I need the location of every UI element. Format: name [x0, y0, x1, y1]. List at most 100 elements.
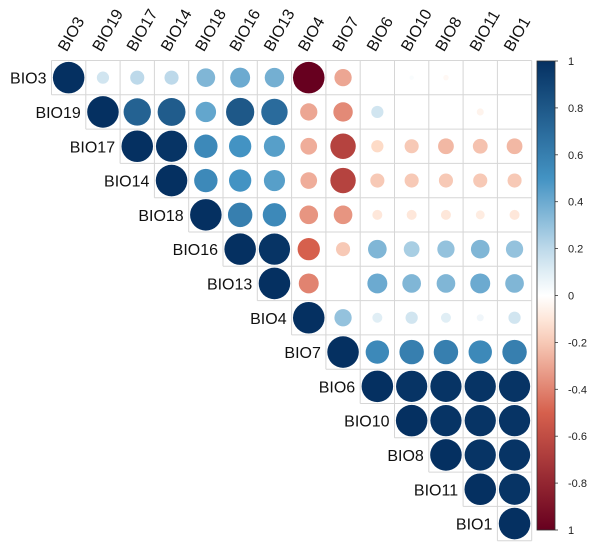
corr-circle-bio3-bio7: [334, 69, 352, 87]
corr-circle-bio16-bio1: [505, 240, 524, 258]
corr-circle-bio4-bio10: [405, 311, 418, 324]
corr-circle-bio3-bio4: [292, 61, 325, 94]
corr-circle-bio8-bio1: [498, 439, 531, 471]
corr-circle-bio13-bio4: [298, 273, 319, 294]
corr-circle-bio19-bio7: [333, 102, 353, 122]
corr-circle-bio17-bio13: [263, 135, 286, 157]
corr-circle-bio19-bio18: [195, 101, 217, 123]
corr-circle-bio16-bio11: [470, 239, 490, 259]
corr-circle-bio6-bio6: [361, 370, 394, 403]
corr-circle-bio7-bio8: [433, 339, 459, 365]
corr-circle-bio4-bio7: [334, 309, 352, 327]
corr-circle-bio14-bio4: [300, 172, 318, 189]
column-label-bio1: BIO1: [501, 14, 534, 54]
corr-circle-bio13-bio11: [470, 273, 491, 294]
corr-circle-bio14-bio18: [194, 168, 218, 193]
corr-circle-bio17-bio17: [121, 130, 154, 163]
corr-circle-bio17-bio6: [371, 140, 384, 153]
corr-circle-bio18-bio18: [190, 199, 222, 231]
column-label-bio18: BIO18: [193, 7, 230, 55]
corr-circle-bio17-bio7: [330, 133, 356, 159]
corr-circle-bio18-bio10: [406, 209, 417, 220]
row-label-bio18: BIO18: [138, 208, 183, 225]
row-label-bio13: BIO13: [207, 276, 252, 293]
row-label-bio19: BIO19: [35, 105, 80, 122]
corr-circle-bio7-bio7: [327, 336, 359, 368]
colorbar-tick-label: 0.6: [568, 150, 583, 162]
column-label-bio17: BIO17: [124, 7, 161, 55]
corr-circle-bio3-bio10: [409, 75, 414, 80]
corr-circle-bio1-bio1: [498, 507, 531, 540]
colorbar-tick-label: 1: [568, 56, 574, 68]
corr-circle-bio3-bio11: [479, 76, 482, 79]
colorbar-tick-label: 0.8: [568, 103, 583, 115]
corr-circle-bio16-bio16: [224, 233, 256, 265]
column-label-bio6: BIO6: [364, 14, 397, 54]
corr-circle-bio3-bio17: [130, 70, 145, 85]
corr-circle-bio13-bio7: [341, 282, 345, 285]
corr-circle-bio16-bio8: [437, 240, 455, 258]
corr-circle-bio4-bio6: [372, 312, 383, 323]
corr-circle-bio17-bio1: [506, 138, 523, 155]
corr-circle-bio18-bio7: [333, 205, 353, 225]
corr-circle-bio8-bio8: [430, 439, 462, 471]
row-label-bio6: BIO6: [319, 379, 356, 396]
corr-circle-bio8-bio11: [464, 439, 496, 471]
corr-circle-bio4-bio1: [508, 311, 521, 324]
column-label-bio16: BIO16: [227, 7, 264, 55]
corr-circle-bio19-bio10: [410, 110, 413, 114]
row-label-bio1: BIO1: [456, 517, 493, 534]
row-label-bio7: BIO7: [284, 345, 321, 362]
corr-circle-bio14-bio1: [507, 173, 522, 188]
corr-circle-bio6-bio10: [396, 370, 428, 402]
corr-circle-bio14-bio14: [155, 164, 188, 197]
corr-circle-bio7-bio10: [399, 339, 424, 365]
corr-circle-bio17-bio8: [438, 138, 454, 155]
corr-circle-bio14-bio10: [404, 173, 419, 188]
corr-circle-bio19-bio6: [371, 105, 384, 119]
colorbar-tick-label: 0.4: [568, 197, 583, 209]
corr-circle-bio19-bio19: [87, 96, 119, 128]
corr-circle-bio18-bio11: [475, 210, 485, 220]
column-label-bio19: BIO19: [90, 7, 127, 55]
corr-circle-bio16-bio13: [258, 233, 291, 265]
row-label-bio17: BIO17: [70, 139, 115, 156]
colorbar-tick-label: -0.6: [568, 431, 587, 443]
row-label-bio8: BIO8: [387, 448, 424, 465]
corr-circle-bio19-bio13: [261, 98, 288, 126]
corr-circle-bio18-bio1: [509, 209, 520, 220]
corr-circle-bio3-bio14: [164, 70, 179, 85]
corr-circle-bio17-bio18: [194, 134, 218, 158]
corr-circle-bio3-bio1: [513, 76, 516, 79]
corr-circle-bio19-bio11: [476, 108, 484, 116]
colorbar-tick-label: -0.2: [568, 337, 587, 349]
row-label-bio14: BIO14: [104, 174, 149, 191]
corr-circle-bio17-bio16: [228, 135, 252, 158]
corr-circle-bio14-bio7: [330, 167, 356, 194]
corr-circle-bio6-bio8: [430, 370, 462, 402]
corr-circle-bio13-bio1: [505, 274, 524, 293]
corr-circle-bio3-bio19: [96, 71, 110, 84]
corr-circle-bio18-bio4: [299, 205, 319, 225]
corr-circle-bio19-bio17: [123, 98, 151, 126]
row-label-bio11: BIO11: [414, 482, 458, 499]
corr-circle-bio17-bio10: [404, 139, 419, 154]
corr-circle-bio14-bio16: [228, 169, 252, 192]
corr-circle-bio14-bio13: [263, 169, 286, 192]
colorbar-tick-label: 0.2: [568, 244, 583, 256]
corr-circle-bio14-bio11: [473, 173, 488, 188]
corr-circle-bio7-bio11: [468, 340, 492, 364]
corr-circle-bio18-bio8: [440, 209, 451, 220]
column-label-bio7: BIO7: [330, 14, 363, 54]
corr-circle-bio3-bio16: [230, 67, 251, 88]
column-label-bio8: BIO8: [433, 14, 466, 54]
colorbar-tick-label: 0: [568, 291, 574, 303]
corr-circle-bio10-bio1: [498, 405, 531, 437]
corr-circle-bio10-bio8: [430, 405, 462, 437]
corr-circle-bio18-bio13: [262, 203, 287, 227]
colorbar-gradient: [536, 60, 556, 531]
corr-circle-bio13-bio13: [258, 267, 291, 300]
corr-circle-bio17-bio11: [472, 138, 488, 154]
grid-lines: [51, 60, 533, 542]
